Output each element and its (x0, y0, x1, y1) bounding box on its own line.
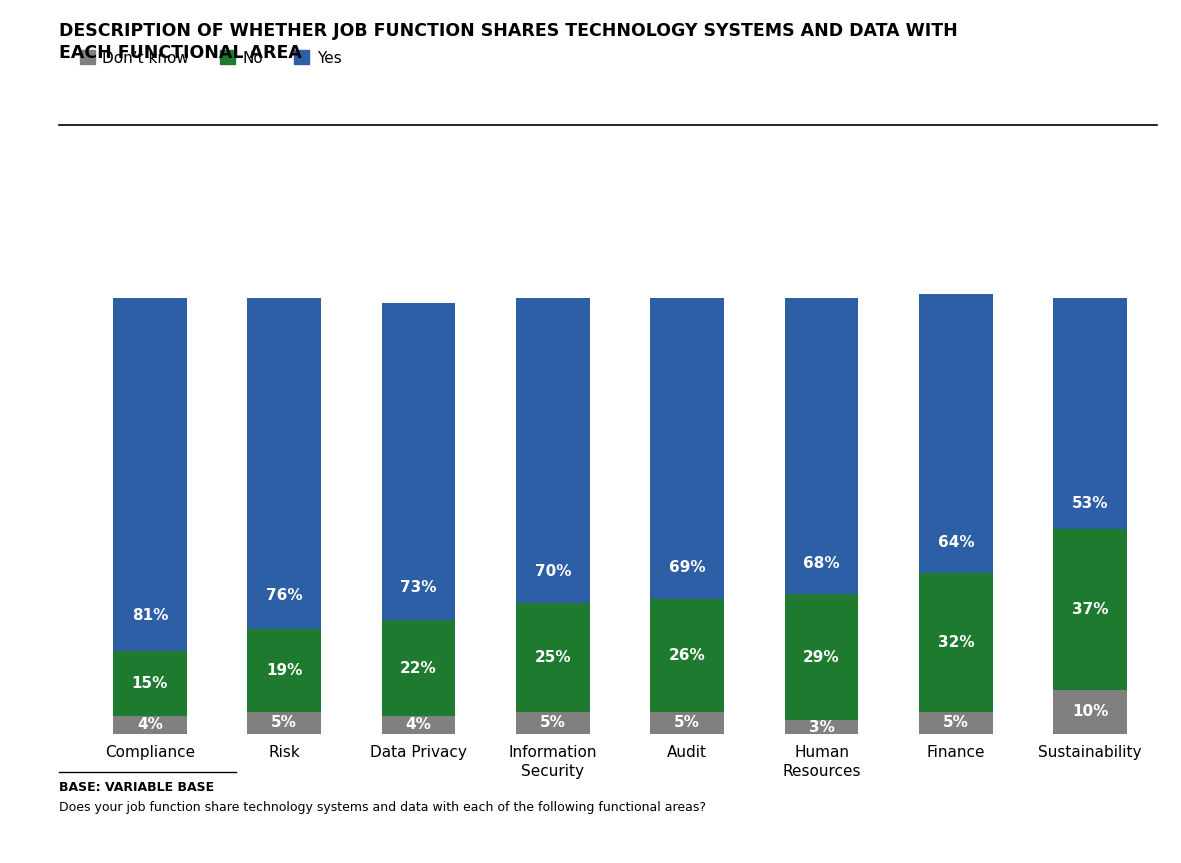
Bar (247, 712, 321, 734)
Text: 64%: 64% (938, 535, 974, 551)
Bar (516, 712, 589, 734)
Bar (381, 716, 456, 734)
Text: 69%: 69% (668, 559, 705, 575)
Bar (113, 716, 187, 734)
Text: 53%: 53% (1072, 495, 1109, 511)
Bar (247, 629, 321, 712)
Text: BASE: VARIABLE BASE: BASE: VARIABLE BASE (59, 781, 214, 794)
Text: 29%: 29% (803, 650, 840, 665)
Text: 25%: 25% (535, 650, 572, 665)
Text: 76%: 76% (266, 588, 302, 602)
Bar (381, 303, 456, 620)
Text: 22%: 22% (400, 661, 437, 676)
Bar (919, 572, 993, 712)
Text: 32%: 32% (938, 634, 974, 650)
Bar (381, 620, 456, 716)
Text: 15%: 15% (131, 676, 168, 691)
Bar (1053, 690, 1127, 734)
Text: 26%: 26% (668, 648, 705, 663)
Text: 73%: 73% (400, 580, 437, 595)
Bar (516, 603, 589, 712)
Text: DESCRIPTION OF WHETHER JOB FUNCTION SHARES TECHNOLOGY SYSTEMS AND DATA WITH
EACH: DESCRIPTION OF WHETHER JOB FUNCTION SHAR… (59, 22, 958, 62)
Text: 5%: 5% (272, 715, 298, 730)
Text: Does your job function share technology systems and data with each of the follow: Does your job function share technology … (59, 801, 706, 814)
Text: 5%: 5% (540, 715, 566, 730)
Bar (516, 299, 589, 603)
Text: 37%: 37% (1072, 602, 1109, 617)
Bar (651, 299, 724, 599)
Bar (1053, 529, 1127, 690)
Text: 4%: 4% (405, 717, 431, 733)
Legend: Don’t know, No, Yes: Don’t know, No, Yes (79, 50, 341, 66)
Text: 70%: 70% (535, 564, 572, 578)
Text: 19%: 19% (266, 663, 302, 678)
Bar (651, 599, 724, 712)
Text: 5%: 5% (674, 715, 700, 730)
Bar (113, 299, 187, 651)
Text: 5%: 5% (942, 715, 968, 730)
Text: 81%: 81% (131, 608, 168, 622)
Bar (784, 299, 859, 595)
Bar (1053, 299, 1127, 529)
Bar (651, 712, 724, 734)
Text: 10%: 10% (1072, 704, 1109, 719)
Text: 4%: 4% (137, 717, 163, 733)
Bar (247, 299, 321, 629)
Bar (784, 721, 859, 734)
Bar (919, 712, 993, 734)
Bar (784, 595, 859, 721)
Text: 3%: 3% (809, 720, 835, 734)
Bar (919, 294, 993, 572)
Bar (113, 651, 187, 716)
Text: 68%: 68% (803, 556, 840, 570)
